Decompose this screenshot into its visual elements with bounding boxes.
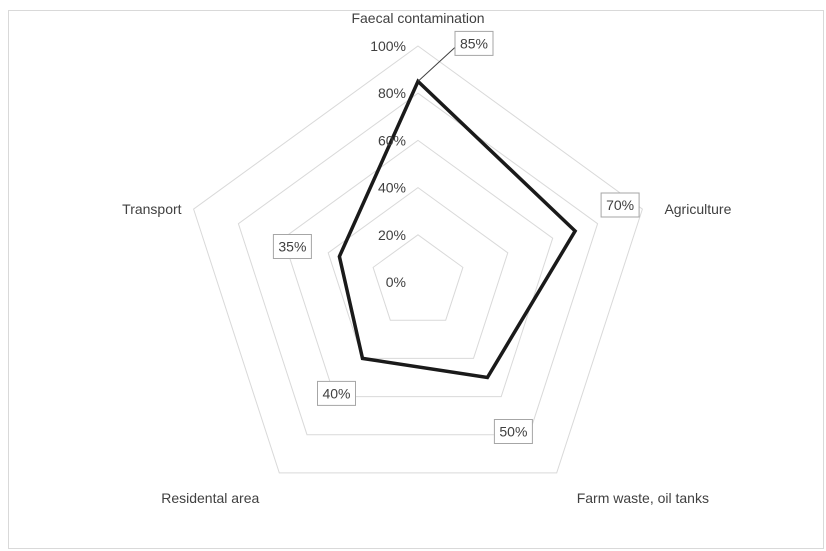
category-label-2: Farm waste, oil tanks bbox=[577, 490, 709, 506]
data-label-leader-0 bbox=[417, 47, 456, 82]
grid-ring-1 bbox=[372, 234, 464, 321]
data-label-2: 50% bbox=[499, 424, 527, 440]
series-line-0 bbox=[337, 78, 578, 380]
data-label-box-0 bbox=[454, 30, 494, 56]
tick-label-3: 60% bbox=[378, 132, 406, 148]
grid-ring-4 bbox=[237, 92, 599, 436]
category-label-1: Agriculture bbox=[664, 201, 731, 217]
tick-label-2: 40% bbox=[378, 180, 406, 196]
tick-label-5: 100% bbox=[370, 38, 406, 54]
data-label-4: 35% bbox=[278, 239, 306, 255]
tick-label-4: 80% bbox=[378, 85, 406, 101]
grid-ring-2 bbox=[327, 186, 509, 359]
category-label-3: Residental area bbox=[161, 490, 259, 506]
data-label-1: 70% bbox=[606, 197, 634, 213]
chart-area bbox=[8, 10, 824, 549]
grid-ring-5 bbox=[193, 45, 643, 474]
data-label-box-1 bbox=[600, 192, 640, 218]
data-label-3: 40% bbox=[322, 385, 350, 401]
category-label-4: Transport bbox=[122, 201, 182, 217]
data-label-0: 85% bbox=[460, 35, 488, 51]
category-label-0: Faecal contamination bbox=[351, 10, 484, 26]
tick-label-0: 0% bbox=[386, 274, 406, 290]
data-label-box-3 bbox=[317, 380, 356, 406]
data-label-box-4 bbox=[272, 234, 312, 259]
tick-label-1: 20% bbox=[378, 227, 406, 243]
data-label-box-2 bbox=[493, 419, 533, 444]
grid-ring-3 bbox=[282, 139, 554, 398]
